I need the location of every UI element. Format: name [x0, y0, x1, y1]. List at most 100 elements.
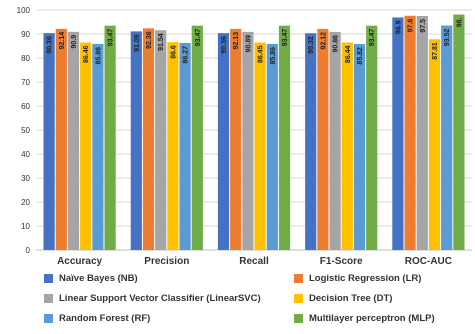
x-tick-label: Precision: [144, 256, 189, 267]
y-tick-label: 50: [21, 126, 30, 135]
data-label: 92.36: [146, 31, 153, 49]
bar: [80, 42, 92, 250]
data-label: 93.47: [195, 29, 202, 47]
bar: [130, 31, 142, 250]
legend-item-nb: Naïve Bayes (NB): [44, 273, 294, 284]
bar: [416, 16, 428, 250]
y-tick-label: 60: [21, 102, 30, 111]
legend-swatch-mlp: [294, 313, 303, 323]
bar: [179, 42, 191, 251]
legend-swatch-lr: [294, 273, 303, 283]
bar: [230, 28, 242, 250]
bar: [317, 28, 329, 250]
bar: [392, 17, 404, 250]
data-label: 86.44: [345, 45, 352, 63]
data-label: 90.89: [245, 35, 252, 53]
data-label: 97.6: [408, 19, 415, 33]
y-tick-label: 100: [17, 6, 31, 15]
legend-label-mlp: Multilayer perceptron (MLP): [309, 312, 435, 324]
data-label: 86.6: [170, 45, 177, 59]
bar: [92, 43, 104, 250]
bar: [67, 31, 80, 251]
data-label: 90.9: [71, 35, 78, 49]
legend-item-mlp: Multilayer perceptron (MLP): [294, 313, 435, 324]
data-label: 93.52: [444, 28, 451, 46]
legend-row: Naïve Bayes (NB) Logistic Regression (LR…: [44, 268, 469, 288]
bar: [142, 28, 155, 251]
data-label: 92.12: [320, 32, 327, 50]
bar: [254, 42, 266, 250]
bar: [278, 25, 291, 251]
bar: [217, 33, 230, 250]
x-tick-label: Accuracy: [57, 256, 102, 267]
bar: [55, 28, 67, 251]
bar: [155, 30, 167, 250]
data-label: 93.47: [108, 29, 115, 47]
bar: [428, 39, 441, 251]
legend-row: Random Forest (RF) Multilayer perceptron…: [44, 308, 469, 328]
bar: [341, 42, 353, 250]
data-label: 92.14: [59, 32, 66, 50]
x-tick-label: ROC-AUC: [405, 256, 452, 267]
legend-swatch-linearsvc: [44, 293, 53, 303]
legend-row: Linear Support Vector Classifier (Linear…: [44, 288, 469, 308]
bar: [305, 33, 317, 251]
bar: [43, 33, 55, 250]
data-label: 93.47: [282, 29, 289, 47]
legend-label-lr: Logistic Regression (LR): [309, 272, 422, 284]
y-tick-label: 20: [21, 198, 30, 207]
data-label: 85.86: [95, 47, 102, 65]
y-tick-label: 30: [21, 174, 30, 183]
data-label: 86.45: [258, 45, 265, 63]
legend-swatch-dt: [294, 293, 303, 303]
bars: [43, 14, 465, 251]
legend: Naïve Bayes (NB) Logistic Regression (LR…: [44, 268, 469, 328]
y-tick-label: 40: [21, 150, 30, 159]
data-label: 97.5: [420, 19, 427, 33]
data-label: 87.81: [432, 42, 439, 60]
legend-label-rf: Random Forest (RF): [59, 312, 151, 324]
bar: [329, 31, 341, 250]
bar: [441, 25, 453, 250]
legend-label-dt: Decision Tree (DT): [309, 292, 393, 304]
data-labels: 90.36 92.14 90.9 86.46 85.86 93.47 91.09 92.36 9…: [47, 18, 464, 65]
bar: [104, 25, 116, 251]
bar: [353, 44, 366, 251]
legend-item-lr: Logistic Regression (LR): [294, 273, 421, 284]
data-label: 91.09: [134, 34, 141, 52]
bar: [266, 43, 278, 250]
data-label: 90.32: [308, 36, 315, 54]
bar: [191, 25, 203, 251]
y-tick-label: 70: [21, 78, 30, 87]
data-label: 92.13: [233, 32, 240, 50]
x-tick-label: Recall: [239, 256, 269, 267]
data-label: 96.9: [395, 20, 402, 34]
y-tick-label: 10: [21, 222, 30, 231]
bar: [404, 15, 416, 251]
data-label: 90.36: [221, 36, 228, 54]
bar: [167, 42, 179, 250]
data-label: 91.54: [158, 33, 165, 51]
legend-label-nb: Naïve Bayes (NB): [59, 272, 138, 284]
legend-label-linearsvc: Linear Support Vector Classifier (Linear…: [59, 292, 261, 304]
bar: [242, 31, 254, 251]
data-label: 85.86: [270, 47, 277, 65]
legend-item-linearsvc: Linear Support Vector Classifier (Linear…: [44, 293, 294, 304]
data-label: 90.36: [47, 36, 54, 54]
data-label: 86.46: [83, 45, 90, 63]
y-tick-label: 90: [21, 30, 30, 39]
legend-item-rf: Random Forest (RF): [44, 313, 294, 324]
x-axis: Accuracy Precision Recall F1-Score ROC-AUC: [57, 256, 452, 267]
bar-chart: 0 10 20 30 40 50 60 70 80 90 100 90.36 92.14 90.9 86.…: [17, 6, 472, 267]
data-label: 85.82: [357, 47, 364, 65]
data-label: 93.47: [369, 29, 376, 47]
x-tick-label: F1-Score: [320, 256, 363, 267]
data-label: 90.86: [333, 35, 340, 53]
bar: [453, 14, 465, 251]
legend-swatch-rf: [44, 313, 53, 323]
legend-item-dt: Decision Tree (DT): [294, 293, 392, 304]
y-axis: 0 10 20 30 40 50 60 70 80 90 100: [17, 6, 31, 255]
data-label: 98.: [456, 18, 463, 28]
data-label: 86.27: [183, 46, 190, 64]
y-tick-label: 80: [21, 54, 30, 63]
